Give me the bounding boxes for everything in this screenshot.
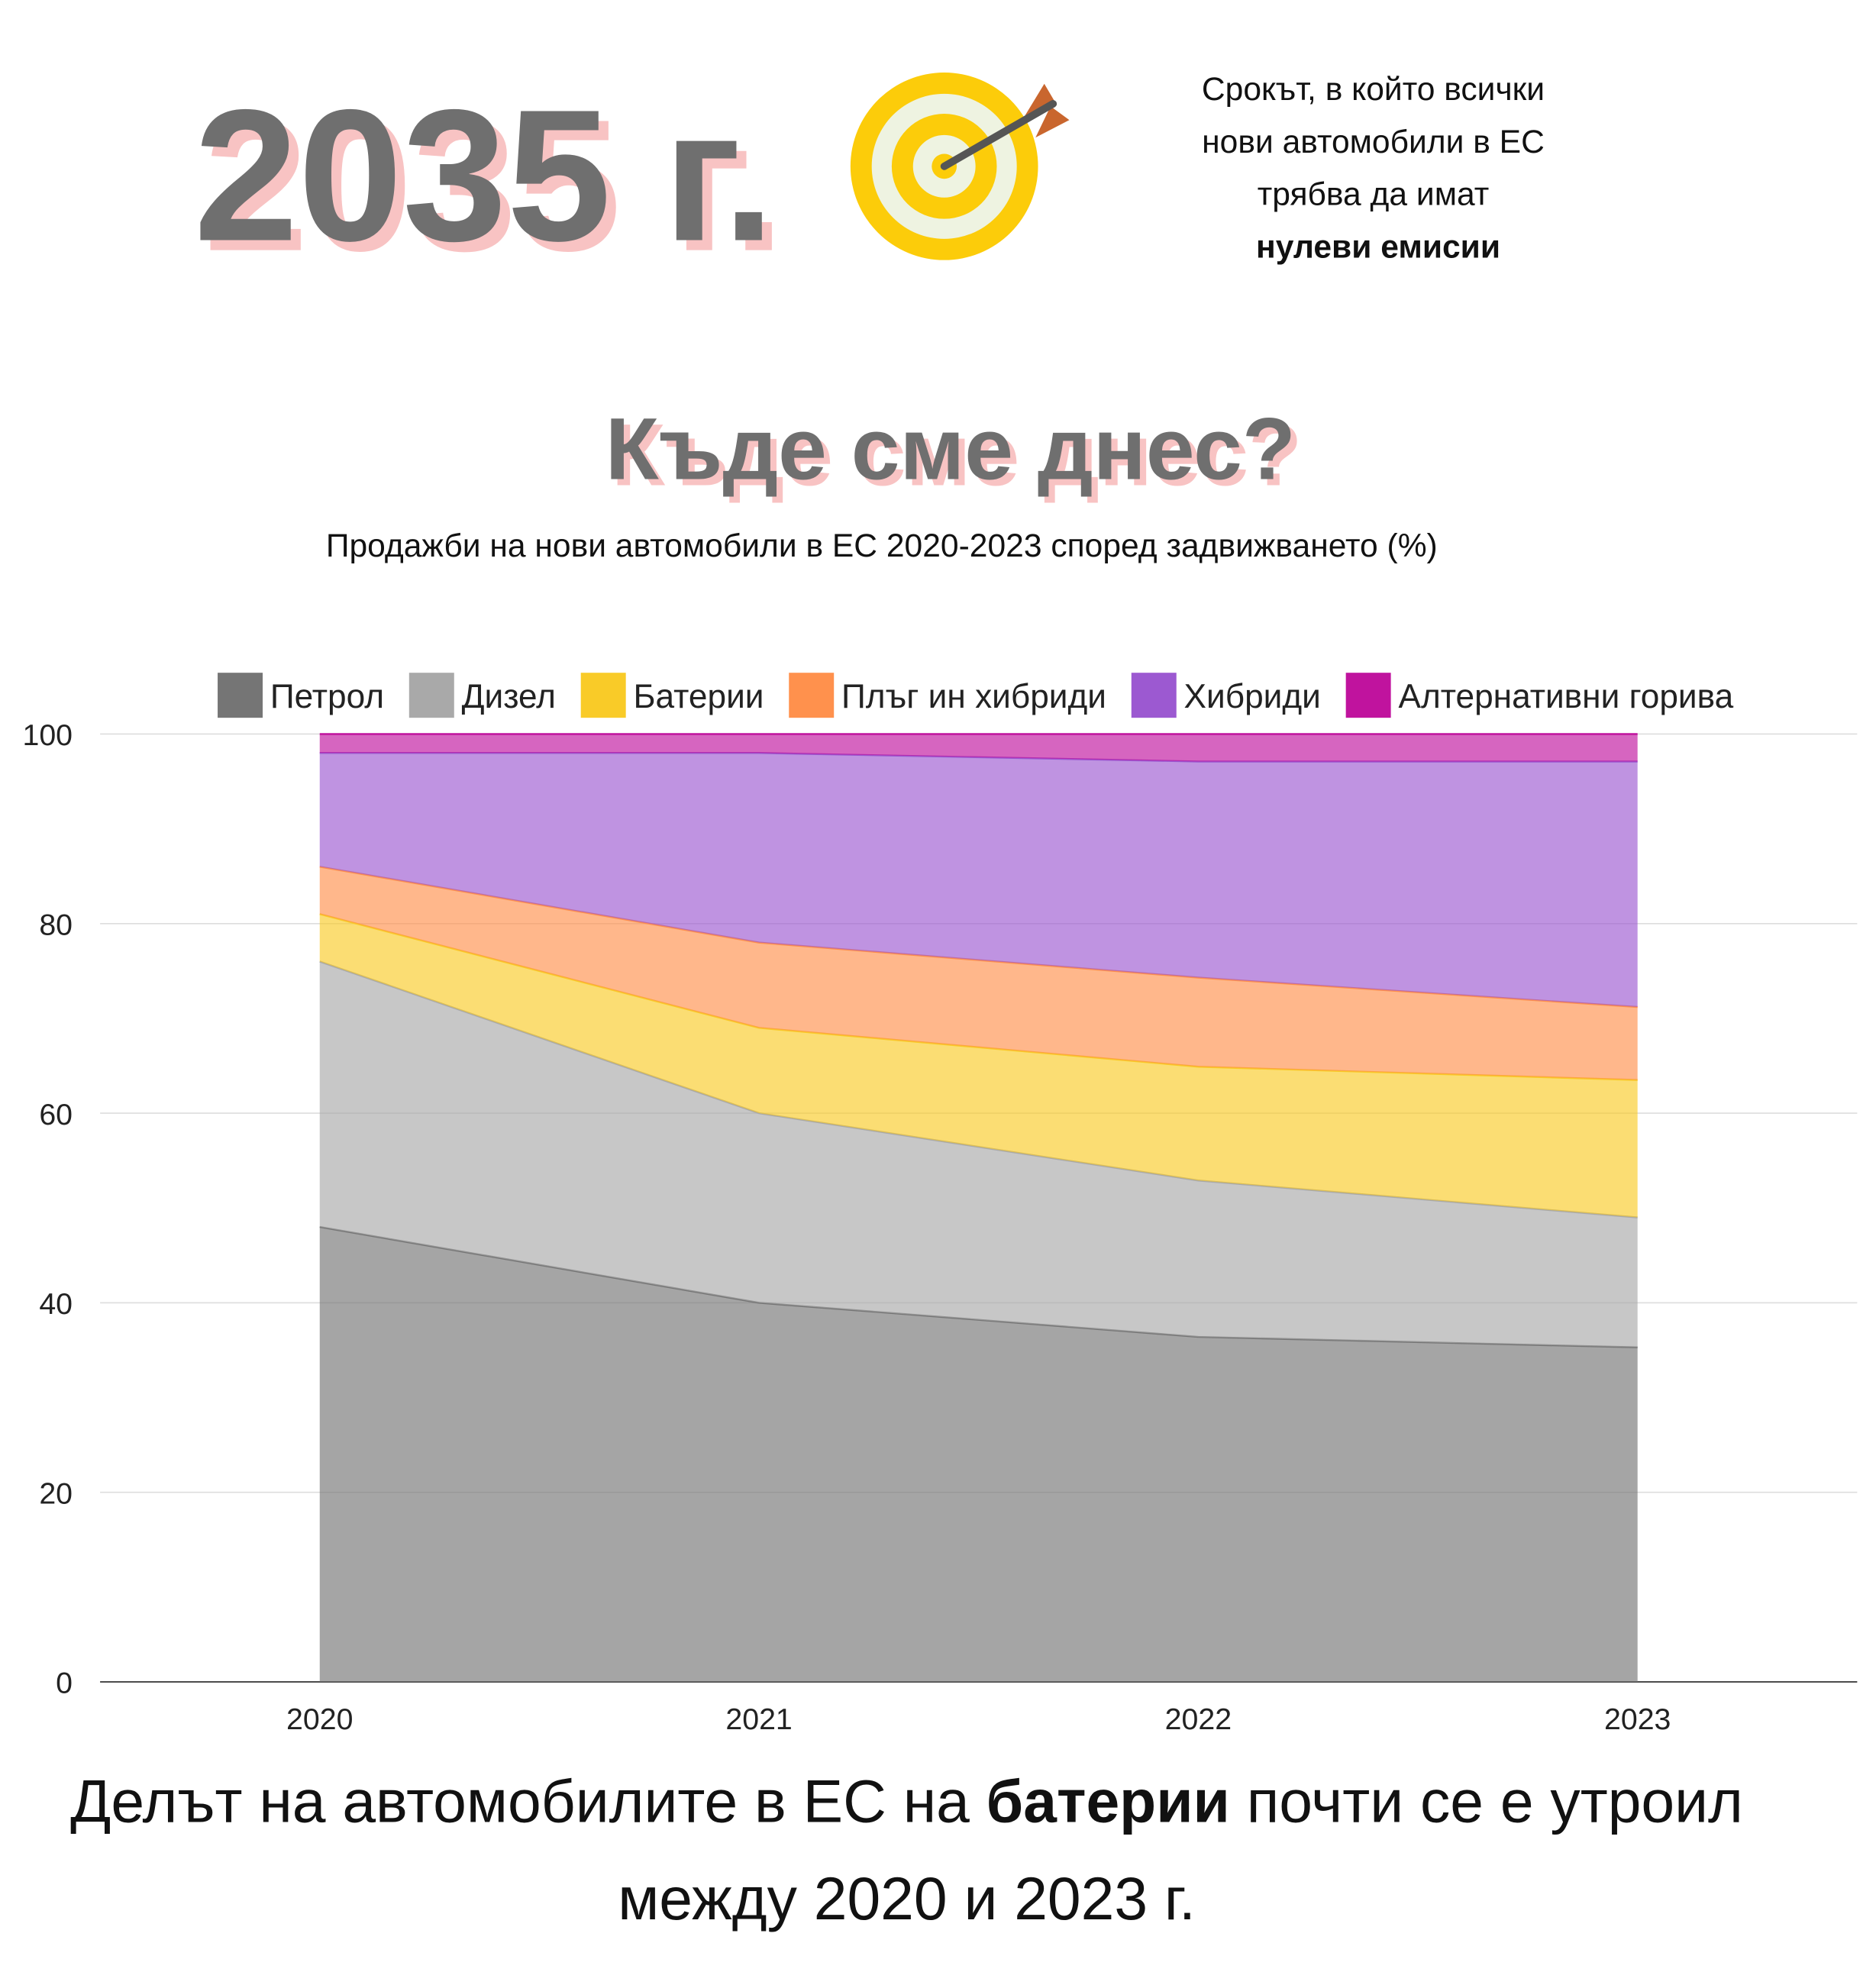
x-tick-label: 2020 bbox=[286, 1703, 353, 1736]
y-tick-label: 60 bbox=[39, 1098, 73, 1131]
legend-swatch bbox=[789, 673, 835, 718]
y-tick-label: 80 bbox=[39, 909, 73, 942]
footer-line: Делът на автомобилите в ЕС на батерии по… bbox=[70, 1767, 1743, 1835]
footer-text: Делът на автомобилите в ЕС на bbox=[70, 1767, 986, 1835]
note-line: трябва да имат bbox=[1258, 176, 1489, 213]
note-bold: нулеви емисии bbox=[1256, 228, 1500, 265]
legend-swatch bbox=[1345, 673, 1391, 718]
legend-swatch bbox=[408, 673, 454, 718]
chart-title-shadow: Къде сме днес? bbox=[612, 407, 1302, 505]
note-line: нови автомобили в ЕС bbox=[1202, 124, 1545, 160]
y-tick-label: 100 bbox=[22, 718, 73, 752]
area bbox=[319, 961, 1638, 1347]
y-tick-label: 40 bbox=[39, 1287, 73, 1321]
footer-text: почти се е утроил bbox=[1230, 1767, 1743, 1835]
y-tick-label: 20 bbox=[39, 1477, 73, 1510]
legend-label: Петрол bbox=[270, 678, 384, 715]
area bbox=[319, 1227, 1638, 1683]
y-tick-label: 0 bbox=[56, 1667, 73, 1700]
target-icon bbox=[850, 72, 1070, 260]
x-tick-label: 2023 bbox=[1604, 1703, 1671, 1736]
chart-subtitle: Продажби на нови автомобили в ЕС 2020-20… bbox=[326, 528, 1438, 564]
year-shadow: 2035 г. bbox=[204, 82, 785, 291]
area bbox=[319, 734, 1638, 762]
legend-label: Батерии bbox=[634, 678, 764, 715]
legend-label: Алтернативни горива bbox=[1398, 678, 1733, 715]
year: 2035 г. bbox=[194, 71, 775, 280]
chart-title: Къде сме днес? bbox=[605, 400, 1296, 498]
area bbox=[319, 914, 1638, 1218]
legend-swatch bbox=[218, 673, 263, 718]
legend-label: Хибриди bbox=[1184, 678, 1321, 715]
x-tick-label: 2022 bbox=[1165, 1703, 1232, 1736]
footer-line: между 2020 и 2023 г. bbox=[618, 1865, 1196, 1932]
note-line: Срокът, в който всички bbox=[1202, 71, 1545, 108]
x-tick-label: 2021 bbox=[725, 1703, 792, 1736]
footer-bold: батерии bbox=[986, 1767, 1230, 1835]
legend-swatch bbox=[1131, 673, 1177, 718]
legend-swatch bbox=[580, 673, 626, 718]
area bbox=[319, 753, 1638, 1008]
legend-label: Дизел bbox=[462, 678, 556, 715]
legend-label: Плъг ин хибриди bbox=[841, 678, 1106, 715]
area bbox=[319, 867, 1638, 1080]
chart-area: 0 20 40 60 80 100 2020 2021 2022 2023 Петрол Дизел Б… bbox=[22, 673, 1858, 1736]
